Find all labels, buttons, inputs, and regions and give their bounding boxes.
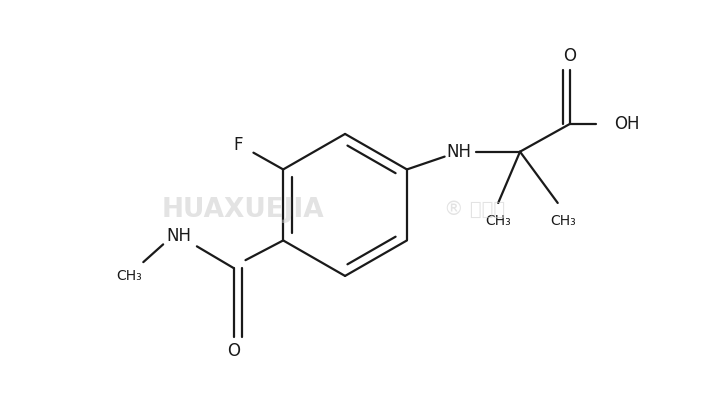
Text: CH₃: CH₃ [485, 214, 511, 228]
Text: CH₃: CH₃ [550, 214, 576, 228]
Text: HUAXUEJIA: HUAXUEJIA [161, 197, 324, 223]
Text: NH: NH [446, 143, 471, 161]
Text: F: F [234, 136, 244, 154]
Text: O: O [563, 47, 576, 65]
Text: ® 化学加: ® 化学加 [444, 200, 505, 219]
Text: NH: NH [167, 228, 191, 246]
Text: O: O [227, 342, 240, 360]
Text: OH: OH [615, 115, 640, 133]
Text: CH₃: CH₃ [117, 269, 142, 283]
